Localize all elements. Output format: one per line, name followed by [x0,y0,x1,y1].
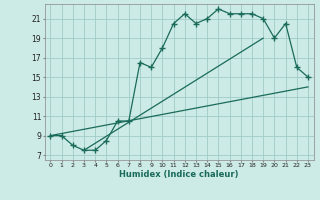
X-axis label: Humidex (Indice chaleur): Humidex (Indice chaleur) [119,170,239,179]
